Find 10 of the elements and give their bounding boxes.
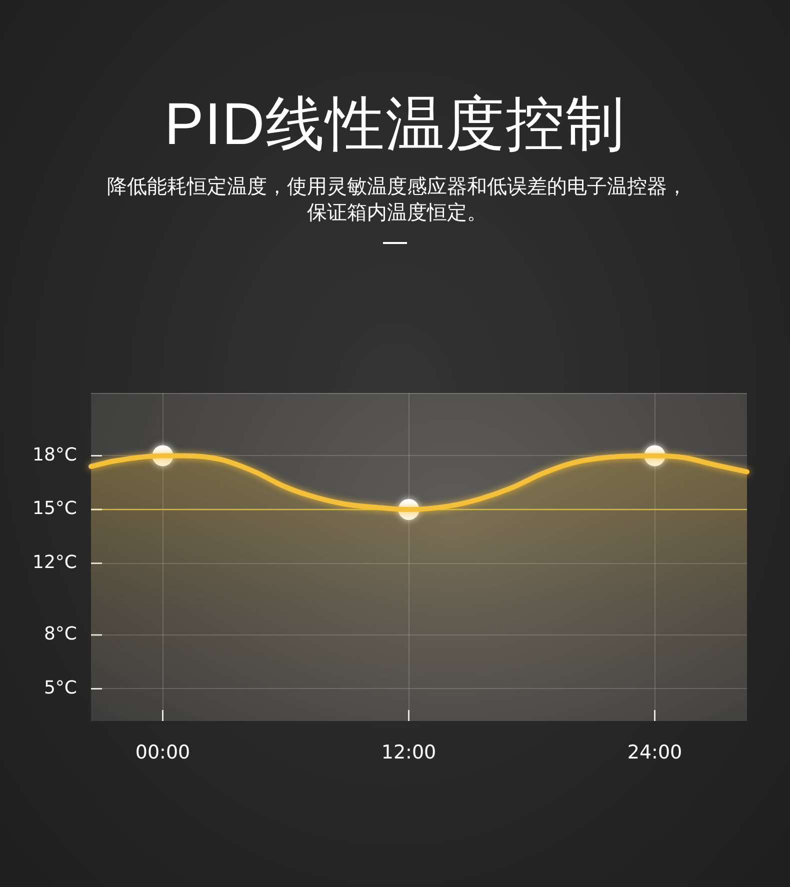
y-tick-label: 8°C (44, 624, 77, 645)
y-tick-label: 15°C (32, 498, 77, 520)
x-tick-label: 00:00 (135, 741, 190, 764)
chart-subtitle: 降低能耗恒定温度，使用灵敏温度感应器和低误差的电子温控器，保证箱内温度恒定。 (106, 175, 688, 226)
x-tick-label: 12:00 (381, 741, 436, 764)
x-tick-label: 24:00 (627, 741, 682, 764)
y-tick-label: 5°C (44, 677, 77, 698)
y-tick-label: 12°C (32, 552, 77, 573)
y-tick-label: 18°C (32, 444, 77, 466)
chart-title: PID线性温度控制 (163, 90, 627, 159)
